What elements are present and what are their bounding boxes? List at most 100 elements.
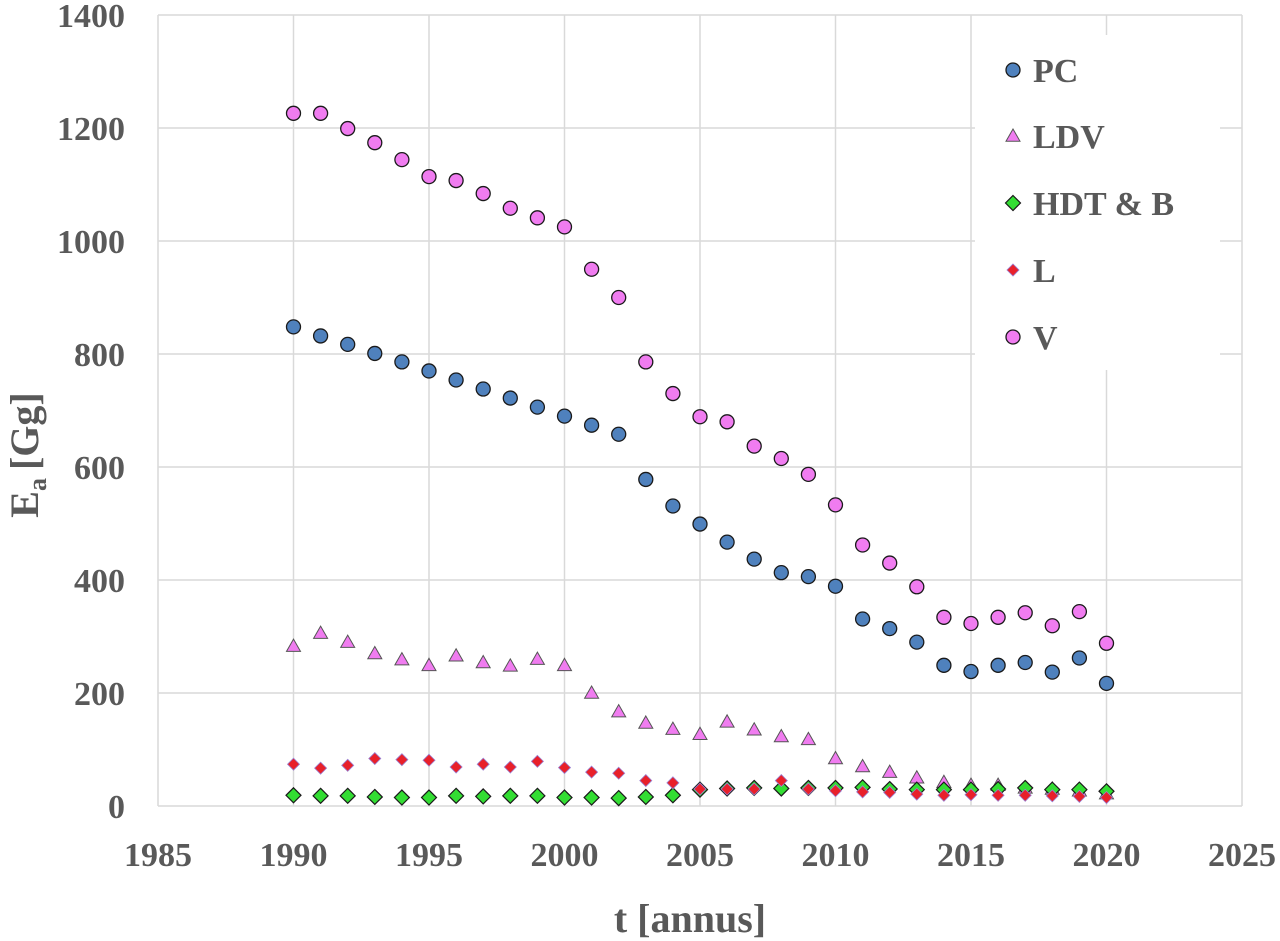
point-l [720, 782, 734, 796]
point-pc [394, 354, 410, 370]
point-l [639, 774, 653, 788]
point-l [530, 754, 544, 768]
series-l [286, 751, 1114, 805]
point-pc [638, 471, 654, 488]
point-ldv [421, 657, 437, 672]
point-ldv [285, 638, 302, 652]
legend-marker-hdt-b [1004, 194, 1022, 212]
x-tick-label: 1995 [395, 837, 463, 874]
point-l [395, 753, 409, 767]
point-hdt-b [610, 789, 628, 807]
point-v [827, 497, 844, 513]
point-l [1018, 788, 1032, 802]
point-v [448, 172, 464, 189]
x-axis-title: t [annus] [614, 896, 766, 941]
point-hdt-b [501, 787, 519, 805]
legend-label-hdt-b: HDT & B [1033, 186, 1174, 223]
point-pc [312, 328, 329, 344]
point-pc [692, 516, 708, 532]
point-v [719, 414, 735, 430]
point-pc [936, 657, 952, 673]
y-tick-label: 400 [74, 563, 125, 600]
point-v [746, 438, 762, 454]
y-tick-label: 1000 [57, 224, 125, 261]
point-ldv [719, 713, 735, 728]
point-v [692, 409, 708, 425]
y-axis-title-unit: [Gg] [2, 392, 47, 470]
point-l [937, 788, 951, 802]
legend-label-v: V [1033, 320, 1058, 357]
point-ldv [800, 731, 817, 746]
point-l [612, 766, 626, 780]
point-v [854, 537, 871, 553]
point-v [502, 200, 518, 216]
point-pc [854, 611, 871, 627]
y-tick-label: 800 [74, 337, 125, 374]
point-v [665, 385, 681, 402]
point-ldv [529, 651, 546, 665]
point-ldv [746, 721, 763, 736]
point-pc [800, 568, 817, 585]
y-tick-label: 1200 [57, 111, 125, 148]
point-ldv [773, 728, 790, 743]
point-v [285, 105, 302, 121]
y-axis-ticks: 0 200 400 600 800 1000 1200 1400 [57, 0, 125, 826]
point-l [910, 787, 924, 801]
point-l [1045, 789, 1059, 803]
point-v [611, 289, 627, 306]
point-pc [746, 551, 762, 567]
point-l [585, 765, 599, 779]
y-tick-label: 0 [108, 789, 125, 826]
point-l [801, 782, 815, 796]
point-l [1072, 789, 1086, 803]
point-pc [556, 408, 573, 424]
point-hdt-b [312, 787, 329, 805]
point-hdt-b [529, 787, 546, 805]
point-ldv [475, 654, 492, 669]
point-ldv [583, 684, 600, 699]
point-v [421, 168, 437, 185]
point-v [990, 609, 1006, 625]
point-v [312, 105, 329, 121]
legend-label-l: L [1033, 253, 1056, 290]
point-l [314, 761, 328, 775]
x-tick-label: 1990 [260, 837, 328, 874]
point-hdt-b [583, 789, 600, 806]
point-ldv [312, 625, 329, 639]
x-tick-label: 1985 [124, 837, 192, 874]
point-pc [448, 372, 464, 388]
point-v [963, 615, 979, 632]
x-tick-label: 2020 [1073, 837, 1141, 874]
point-l [856, 785, 870, 799]
point-pc [285, 319, 302, 335]
point-pc [367, 345, 383, 362]
series-pc [285, 319, 1115, 692]
point-v [529, 210, 546, 226]
point-hdt-b [285, 786, 302, 804]
point-hdt-b [637, 788, 655, 806]
point-pc [502, 390, 518, 406]
point-pc [909, 634, 925, 650]
point-l [1099, 790, 1114, 805]
point-ldv [366, 645, 383, 660]
point-pc [1044, 664, 1060, 680]
point-v [909, 579, 925, 595]
y-axis-title: Ea [Gg] [2, 392, 52, 517]
point-l [449, 760, 463, 774]
point-l [991, 788, 1005, 802]
point-v [1071, 603, 1088, 620]
point-hdt-b [474, 788, 492, 805]
x-tick-label: 2010 [802, 837, 870, 874]
y-axis-title-main: E [2, 491, 47, 518]
point-v [936, 609, 952, 625]
point-l [693, 782, 707, 796]
point-l [503, 760, 517, 774]
point-l [341, 758, 355, 772]
point-l [828, 784, 843, 798]
point-hdt-b [339, 787, 357, 805]
point-hdt-b [664, 786, 682, 804]
point-v [340, 120, 356, 137]
point-v [800, 466, 817, 482]
point-pc [1098, 675, 1115, 692]
point-v [475, 185, 491, 202]
